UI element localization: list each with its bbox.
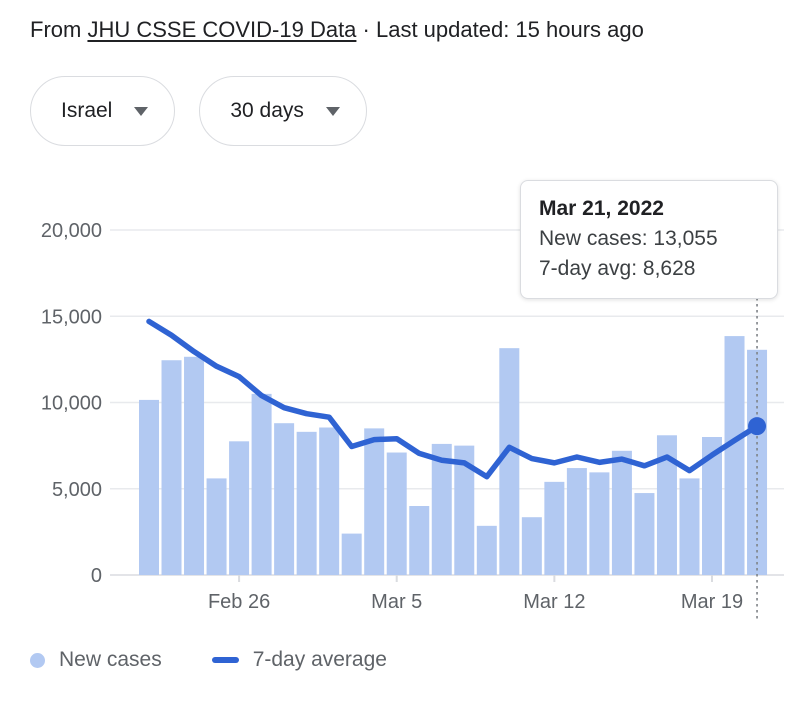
chevron-down-icon (325, 106, 340, 116)
bar[interactable] (161, 360, 182, 575)
bar[interactable] (724, 336, 745, 575)
bar[interactable] (634, 493, 655, 575)
x-axis-label: Mar 19 (681, 591, 743, 613)
tooltip-new-cases: New cases: 13,055 (539, 227, 718, 250)
bar[interactable] (319, 427, 340, 575)
bar[interactable] (566, 468, 587, 575)
bar[interactable] (139, 399, 159, 575)
bar[interactable] (364, 428, 385, 575)
trend-line (146, 318, 760, 480)
tooltip-date: Mar 21, 2022 (539, 197, 664, 220)
bar[interactable] (251, 393, 272, 575)
bar[interactable] (611, 450, 632, 575)
chart-tooltip: Mar 21, 2022 New cases: 13,055 7-day avg… (520, 180, 778, 299)
bar[interactable] (274, 423, 295, 575)
chevron-down-icon (134, 106, 149, 116)
bar[interactable] (589, 472, 610, 575)
bar[interactable] (409, 506, 430, 575)
header: From JHU CSSE COVID-19 Data · Last updat… (30, 15, 644, 45)
legend-label-7day-average: 7-day average (252, 648, 387, 671)
y-axis-label: 0 (91, 565, 102, 587)
header-prefix: From (30, 17, 88, 42)
filter-bar: Israel 30 days (30, 76, 367, 146)
region-dropdown-value: Israel (61, 99, 113, 122)
legend-label-new-cases: New cases (59, 648, 162, 671)
y-axis-label: 20,000 (41, 220, 102, 242)
trend-line-dot[interactable] (748, 417, 767, 436)
bar[interactable] (296, 431, 317, 575)
bar[interactable] (431, 443, 452, 575)
bar[interactable] (499, 348, 520, 575)
bar[interactable] (229, 441, 250, 575)
x-axis-label: Mar 12 (523, 591, 585, 613)
bar[interactable] (656, 435, 677, 575)
tooltip-avg: 7-day avg: 8,628 (539, 257, 696, 280)
x-axis-label: Feb 26 (208, 591, 270, 613)
bar[interactable] (476, 525, 497, 575)
bar[interactable] (544, 481, 565, 575)
bar[interactable] (386, 452, 407, 575)
bar[interactable] (184, 356, 205, 575)
bar[interactable] (679, 478, 700, 575)
bar[interactable] (521, 517, 542, 575)
new-cases-dot-icon (30, 652, 45, 668)
y-axis-label: 10,000 (41, 393, 102, 415)
region-dropdown[interactable]: Israel (30, 76, 176, 146)
legend-item-7day-average: 7-day average (211, 648, 387, 672)
x-axis-label: Mar 5 (371, 591, 422, 613)
legend-item-new-cases: New cases (30, 648, 162, 672)
range-dropdown-value: 30 days (230, 99, 304, 122)
y-axis-label: 5,000 (52, 479, 102, 501)
bar[interactable] (206, 478, 227, 575)
source-link[interactable]: JHU CSSE COVID-19 Data (87, 17, 357, 42)
bar[interactable] (341, 533, 362, 575)
chart-legend: New cases 7-day average (30, 648, 387, 672)
y-axis-label: 15,000 (41, 306, 102, 328)
average-line-icon (211, 657, 239, 663)
range-dropdown[interactable]: 30 days (199, 76, 367, 146)
last-updated-text: · Last updated: 15 hours ago (356, 17, 644, 42)
bar[interactable] (702, 437, 722, 575)
bar[interactable] (454, 445, 475, 575)
